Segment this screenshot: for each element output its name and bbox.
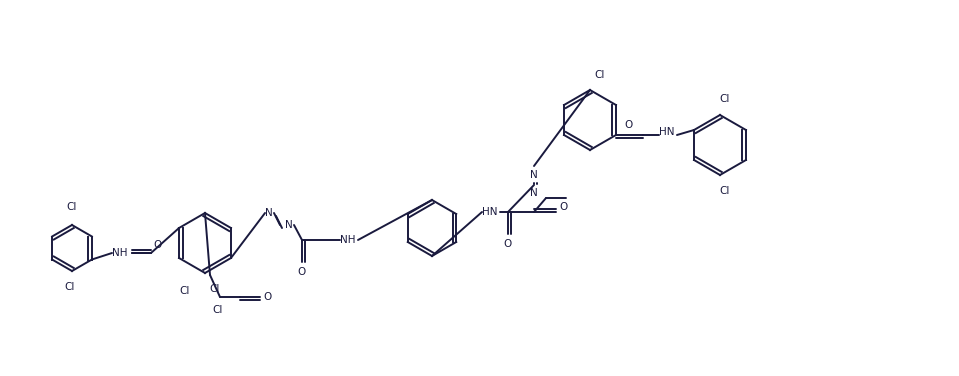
Text: O: O [625, 120, 633, 130]
Text: HN: HN [482, 207, 498, 217]
Text: O: O [298, 267, 306, 277]
Text: N: N [530, 188, 538, 198]
Text: N: N [265, 208, 273, 218]
Text: O: O [152, 240, 161, 250]
Text: HN: HN [659, 127, 675, 137]
Text: N: N [530, 170, 538, 180]
Text: Cl: Cl [67, 202, 77, 212]
Text: Cl: Cl [720, 94, 730, 104]
Text: Cl: Cl [210, 284, 221, 294]
Text: Cl: Cl [720, 186, 730, 196]
Text: Cl: Cl [65, 282, 75, 292]
Text: O: O [503, 239, 512, 249]
Text: NH: NH [112, 248, 128, 258]
Text: N: N [285, 220, 292, 230]
Text: O: O [560, 202, 568, 212]
Text: NH: NH [340, 235, 356, 245]
Text: Cl: Cl [180, 286, 190, 296]
Text: Cl: Cl [213, 305, 223, 315]
Text: Cl: Cl [595, 70, 605, 80]
Text: O: O [264, 292, 272, 302]
